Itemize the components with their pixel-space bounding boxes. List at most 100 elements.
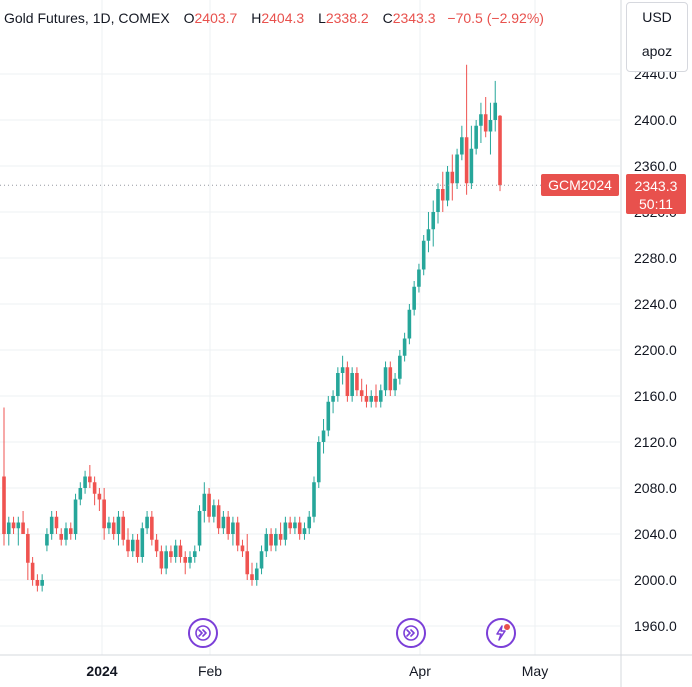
candle-body [102,499,106,529]
dividend-event-icon-jan[interactable] [188,618,218,648]
candle-body [245,551,250,575]
y-tick-label: 2120.0 [634,434,677,450]
candle-body [154,539,159,552]
candle-body [202,493,207,511]
candle-body [274,534,278,546]
candle-body [83,476,87,488]
candle-body [278,534,283,540]
candle-body [417,269,421,287]
candle-body [336,373,340,396]
change-value: −70.5 (−2.92%) [447,10,544,26]
candle-body [321,430,326,442]
candle-body [21,522,25,534]
candle-body [97,493,102,500]
candle-body [159,551,164,569]
candle-body [498,115,502,186]
candle-body [436,189,440,212]
dividend-event-icon-apr[interactable] [396,618,426,648]
candle-body [345,367,350,396]
candle-body [369,396,374,402]
last-price-symbol-label: GCM2024 [541,174,619,196]
candle-body [226,516,230,534]
candle-body [49,516,54,534]
last-price-value: 2343.3 [634,178,678,194]
last-price-tag: 2343.3 50:11 [626,174,686,214]
candle-body [450,171,455,184]
candle-body [455,154,459,184]
candle-body [264,534,269,552]
candle-body [183,557,188,563]
candle-body [269,534,273,546]
bar-countdown: 50:11 [639,196,673,212]
candle-body [312,482,316,517]
candle-body [16,522,21,529]
candle-body [283,522,288,540]
candle-body [331,396,335,402]
candle-body [464,137,469,184]
low-value: 2338.2 [325,10,369,26]
y-tick-label: 1960.0 [634,618,677,634]
candle-body [316,442,321,483]
currency-button[interactable]: USD [642,9,672,25]
candle-body [493,102,498,120]
candle-body [216,505,221,529]
candle-body [6,522,11,534]
candle-body [68,528,73,534]
candle-body [11,522,16,529]
candle-body [135,539,140,557]
candle-body [297,522,302,534]
close-value: 2343.3 [392,10,436,26]
candle-body [126,539,130,552]
candle-body [393,378,397,391]
lightning-icon [496,624,510,641]
candle-body [254,568,259,580]
candle-body [145,516,149,529]
candle-body [130,539,135,552]
candle-body [407,309,412,339]
candle-body [92,482,97,494]
low-label: L [318,10,326,26]
candle-body [178,545,183,557]
candle-body [412,286,416,310]
flash-event-icon-apr[interactable] [486,618,516,648]
candle-body [383,367,388,391]
candle-body [307,516,312,529]
candle-body [207,493,211,517]
candle-body [355,373,359,391]
candle-body [288,522,292,529]
currency-unit-panel: USD apoz [626,2,688,72]
candle-body [398,355,402,379]
candle-body [169,551,173,557]
symbol-title: Gold Futures, 1D, COMEX [4,10,170,26]
unit-button[interactable]: apoz [641,43,673,59]
candle-body [421,240,426,270]
candle-body [474,125,478,149]
y-tick-label: 2040.0 [634,526,677,542]
candle-body [488,120,493,132]
x-tick-label: May [522,663,548,679]
candle-body [302,528,307,534]
forward-arrow-icon [403,625,419,641]
candle-body [235,522,240,546]
candle-body [111,522,116,534]
candle-body [45,534,49,546]
high-label: H [251,10,262,26]
candle-body [2,476,6,534]
open-value: 2403.7 [194,10,238,26]
candle-body [40,580,44,586]
y-tick-label: 2240.0 [634,296,677,312]
y-tick-label: 2280.0 [634,250,677,266]
candle-body [359,390,364,396]
candle-body [293,522,297,529]
x-tick-label: 2024 [86,663,117,679]
candle-body [259,551,264,569]
candle-body [35,580,40,586]
candle-body [59,534,64,540]
candle-body [88,476,92,483]
candle-body [121,516,126,540]
candle-body [426,229,431,241]
candle-body [78,488,83,500]
candle-body [250,574,254,580]
candle-body [378,390,383,402]
